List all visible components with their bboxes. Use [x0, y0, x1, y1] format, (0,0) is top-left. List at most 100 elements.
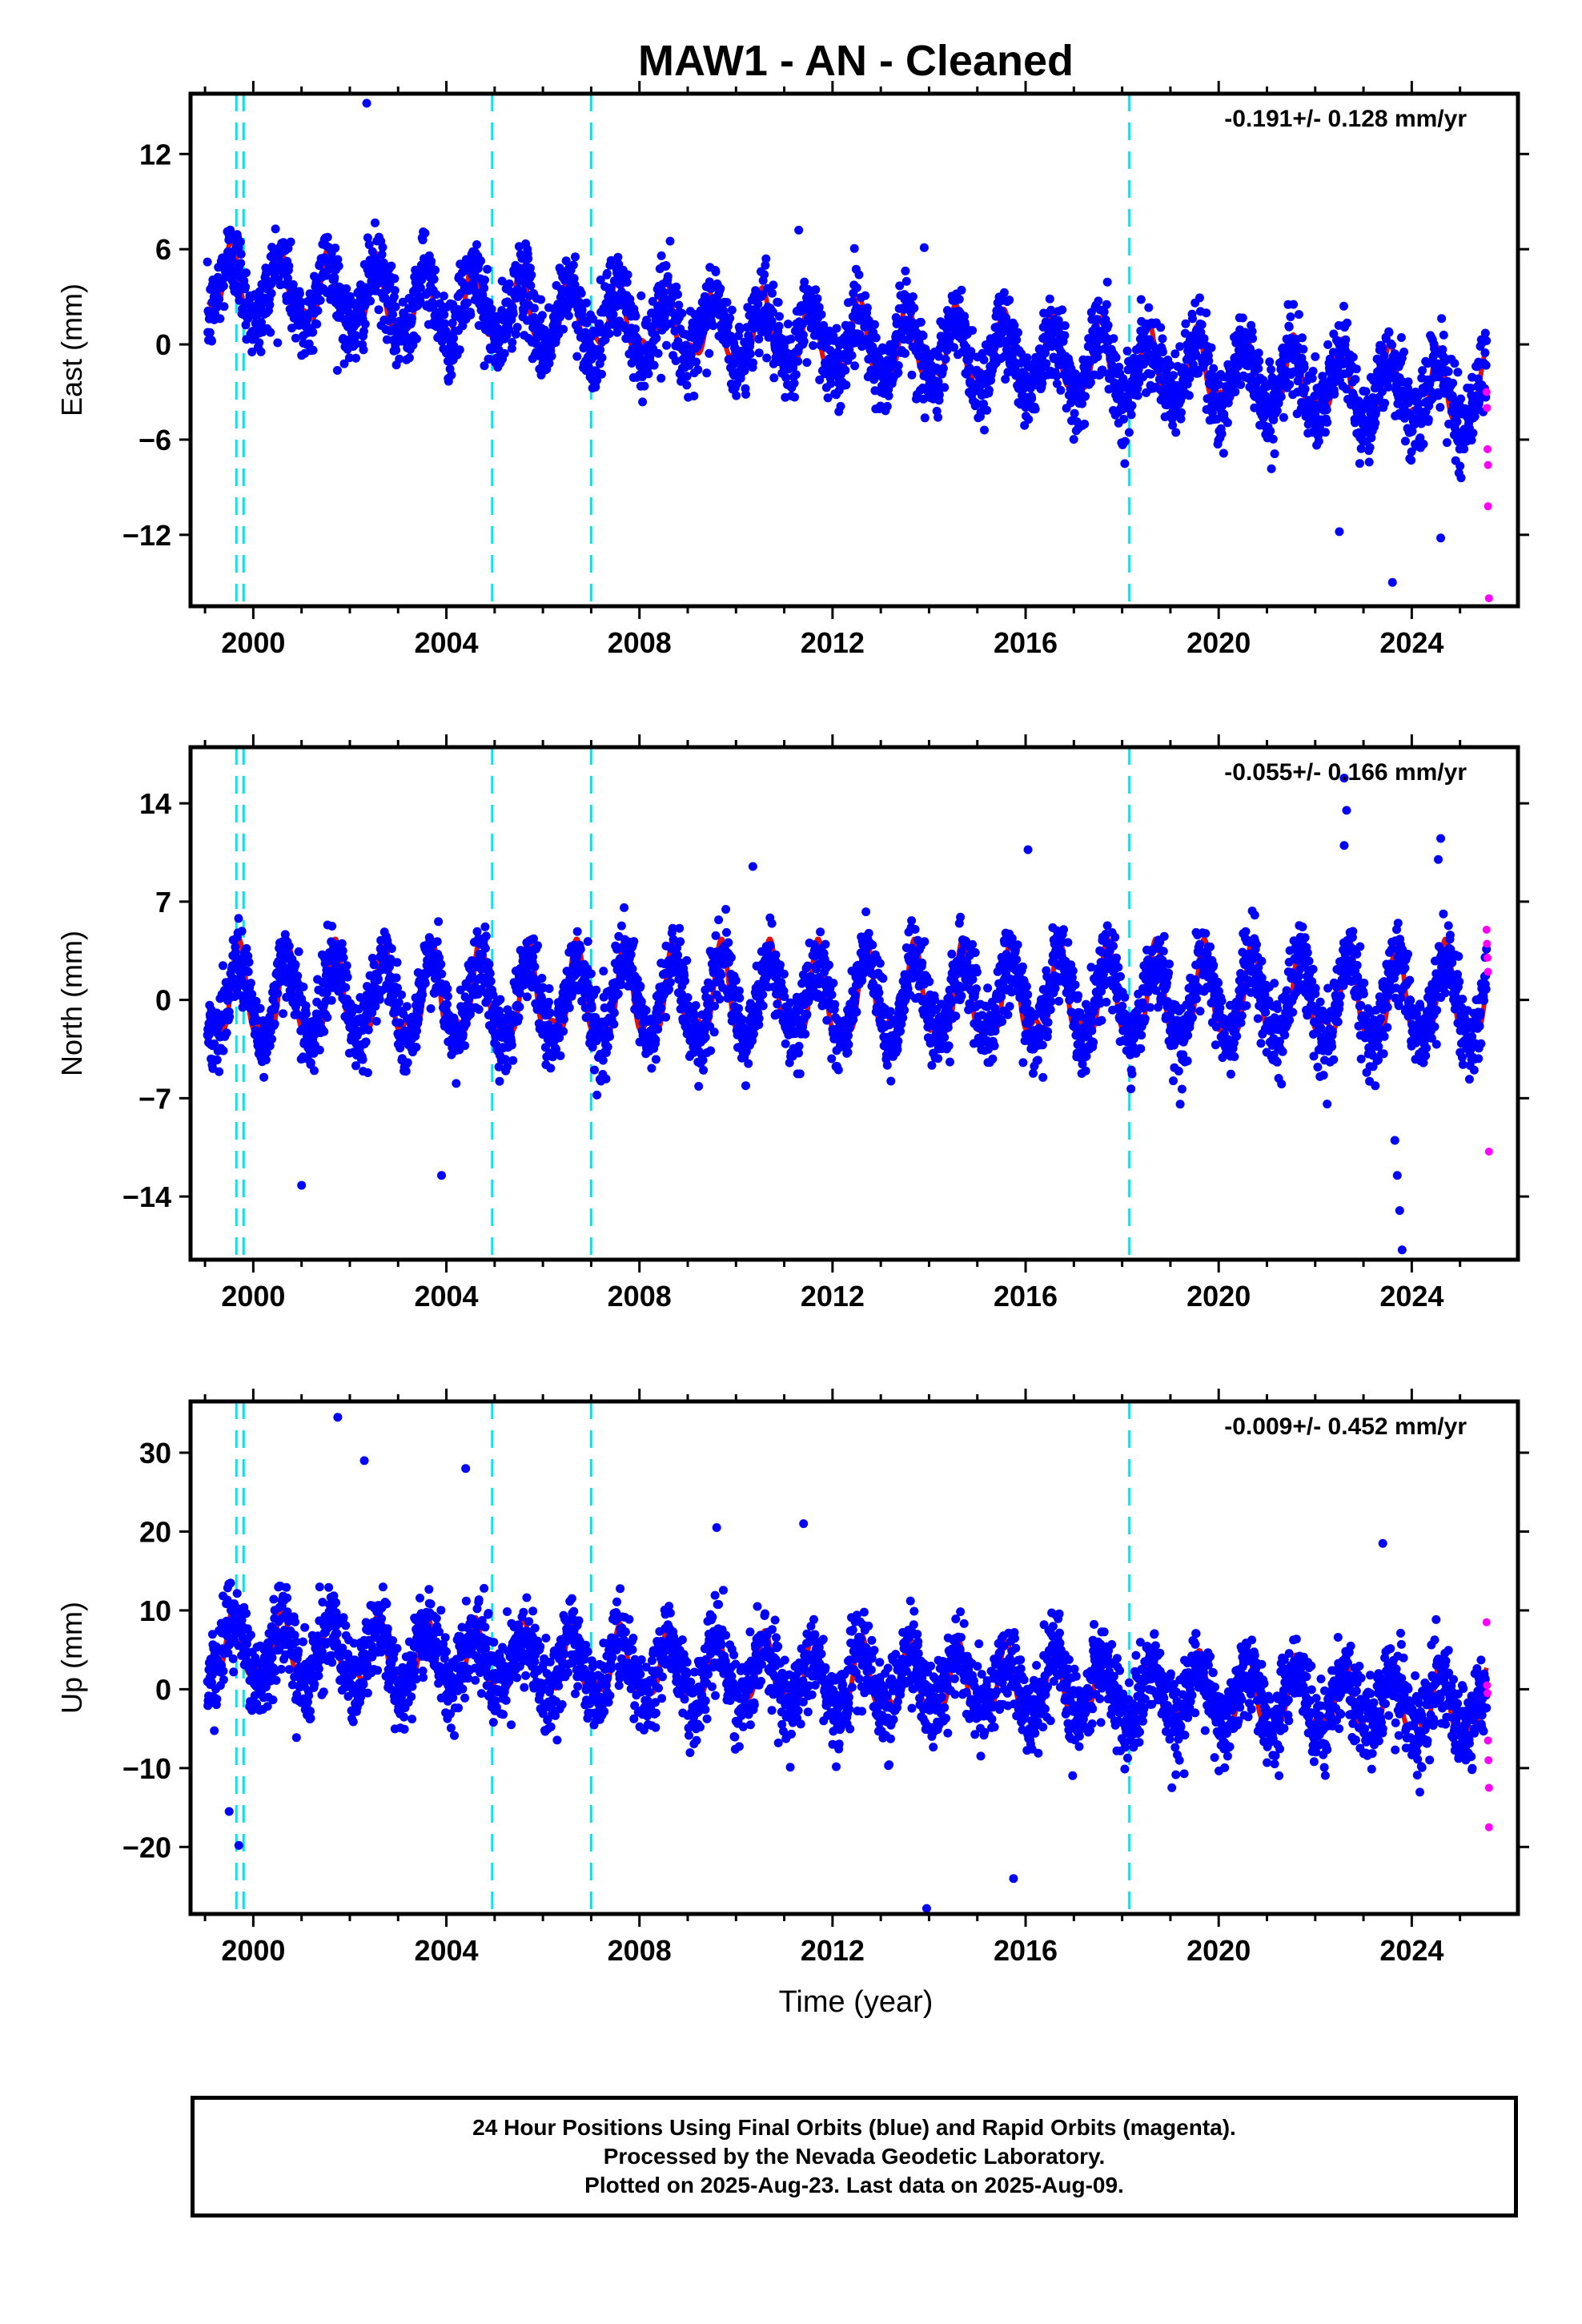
final-orbit-point	[1380, 398, 1390, 408]
final-orbit-point	[1330, 389, 1339, 399]
final-orbit-point	[823, 393, 833, 403]
final-orbit-point	[458, 321, 468, 331]
final-orbit-point	[769, 373, 779, 383]
final-orbit-point	[848, 296, 857, 306]
final-orbit-point	[609, 1019, 619, 1029]
final-orbit-point	[420, 228, 430, 238]
final-orbit-point	[938, 364, 948, 373]
final-orbit-point	[1403, 384, 1412, 393]
final-orbit-point	[323, 1013, 332, 1022]
final-orbit-point	[889, 349, 898, 359]
final-orbit-point	[394, 998, 404, 1007]
final-orbit-point	[344, 353, 354, 363]
final-orbit-point	[1236, 380, 1246, 389]
final-orbit-point	[682, 955, 692, 965]
final-orbit-point	[1254, 364, 1263, 373]
final-orbit-point	[527, 270, 536, 279]
final-orbit-point	[1122, 346, 1132, 356]
final-orbit-point	[547, 352, 556, 361]
final-orbit-point	[640, 381, 649, 391]
final-orbit-point	[725, 313, 735, 323]
final-orbit-point	[1308, 367, 1318, 376]
final-orbit-point	[242, 943, 251, 953]
final-orbit-point	[1046, 305, 1056, 315]
final-orbit-point	[1299, 363, 1309, 372]
final-orbit-point	[1442, 438, 1452, 448]
y-axis-label: East (mm)	[55, 283, 88, 416]
final-orbit-point	[775, 312, 784, 321]
final-orbit-point	[559, 324, 568, 334]
final-orbit-point	[638, 397, 648, 407]
final-orbit-point	[1452, 417, 1462, 427]
final-orbit-point	[1144, 303, 1154, 312]
final-orbit-point	[722, 298, 732, 307]
final-orbit-point	[474, 1005, 484, 1014]
final-orbit-point	[492, 316, 501, 325]
final-orbit-point	[656, 251, 666, 260]
final-orbit-point	[1171, 428, 1181, 437]
final-orbit-point	[291, 333, 300, 343]
final-orbit-point	[671, 356, 681, 365]
outlier-point	[794, 225, 804, 235]
final-orbit-point	[1377, 387, 1387, 396]
final-orbit-point	[656, 373, 666, 383]
final-orbit-point	[1052, 379, 1062, 388]
final-orbit-point	[591, 382, 600, 392]
final-orbit-point	[480, 275, 489, 285]
final-orbit-point	[800, 277, 809, 287]
final-orbit-point	[1052, 371, 1062, 380]
final-orbit-point	[1204, 356, 1214, 366]
final-orbit-point	[330, 272, 339, 282]
final-orbit-point	[251, 996, 261, 1006]
final-orbit-point	[583, 937, 592, 947]
final-orbit-point	[749, 358, 757, 368]
final-orbit-point	[389, 292, 399, 302]
final-orbit-point	[1400, 436, 1410, 446]
final-orbit-point	[716, 283, 725, 293]
final-orbit-point	[598, 1055, 608, 1065]
final-orbit-point	[564, 1003, 574, 1012]
final-orbit-point	[436, 959, 446, 969]
final-orbit-points	[203, 218, 1492, 483]
final-orbit-point	[631, 312, 640, 321]
final-orbit-point	[319, 1027, 329, 1036]
final-orbit-point	[363, 1068, 372, 1077]
final-orbit-point	[1437, 314, 1447, 324]
final-orbit-point	[735, 324, 745, 334]
final-orbit-point	[544, 359, 554, 368]
final-orbit-point	[982, 405, 992, 415]
final-orbit-point	[1176, 414, 1186, 424]
final-orbit-point	[412, 1043, 421, 1052]
final-orbit-point	[359, 327, 368, 336]
final-orbit-point	[819, 320, 829, 330]
final-orbit-point	[496, 995, 505, 1004]
final-orbit-point	[826, 379, 836, 388]
final-orbit-point	[1012, 335, 1022, 344]
final-orbit-point	[1285, 380, 1295, 389]
final-orbit-point	[901, 348, 909, 358]
final-orbit-point	[1448, 378, 1458, 388]
final-orbit-point	[301, 1001, 311, 1011]
final-orbit-point	[590, 1065, 599, 1075]
final-orbit-point	[1022, 353, 1032, 363]
final-orbit-point	[1265, 357, 1275, 367]
final-orbit-point	[791, 370, 801, 380]
final-orbit-point	[636, 997, 646, 1007]
final-orbit-point	[662, 340, 671, 350]
final-orbit-point	[1482, 336, 1492, 345]
y-tick-label: 12	[139, 138, 171, 171]
final-orbit-point	[1259, 376, 1268, 385]
final-orbit-point	[1069, 435, 1078, 444]
final-orbit-point	[262, 1047, 271, 1057]
final-orbit-point	[395, 1018, 404, 1027]
final-orbit-point	[1279, 412, 1288, 422]
final-orbit-point	[374, 974, 383, 983]
final-orbit-point	[497, 276, 507, 286]
final-orbit-point	[442, 999, 452, 1009]
final-orbit-point	[1120, 459, 1130, 468]
final-orbit-point	[1119, 414, 1129, 424]
final-orbit-point	[364, 240, 374, 250]
final-orbit-point	[1070, 408, 1079, 418]
final-orbit-point	[514, 1013, 524, 1023]
final-orbit-point	[592, 985, 601, 995]
